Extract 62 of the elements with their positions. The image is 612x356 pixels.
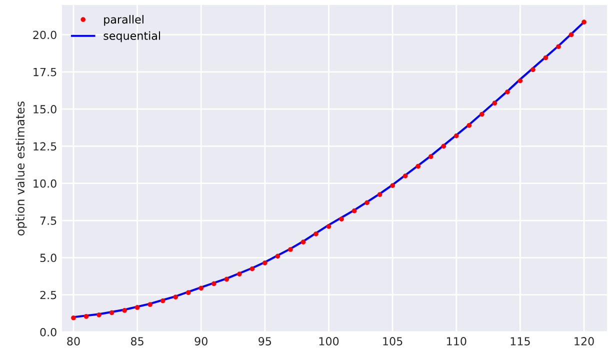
x-tick-label: 105 <box>383 337 402 346</box>
point <box>224 276 230 282</box>
point <box>326 224 332 229</box>
point <box>518 78 523 84</box>
point <box>211 281 216 286</box>
legend-label: parallel <box>104 15 144 26</box>
x-tick-label: 110 <box>447 337 466 346</box>
y-tick-label: 17.5 <box>34 68 56 76</box>
point <box>479 112 484 117</box>
point <box>568 32 574 38</box>
y-tick-label: 5.0 <box>40 254 56 262</box>
point <box>416 164 421 169</box>
point <box>364 200 370 206</box>
y-tick-label: 10.0 <box>34 179 56 188</box>
x-tick-label: 115 <box>510 337 530 346</box>
point <box>96 312 102 318</box>
point <box>454 133 459 138</box>
point <box>441 144 446 149</box>
point <box>428 154 434 160</box>
point <box>84 314 89 319</box>
point <box>300 240 306 245</box>
point <box>173 294 178 300</box>
x-tick-label: 90 <box>194 337 208 346</box>
x-tick-label: 80 <box>67 337 80 346</box>
point <box>390 183 396 188</box>
point <box>122 308 127 313</box>
legend-label: sequential <box>104 31 160 42</box>
point <box>352 208 357 214</box>
y-tick-label: 15.0 <box>34 105 56 114</box>
point <box>466 122 472 128</box>
point <box>530 67 536 72</box>
point <box>71 315 76 320</box>
point <box>492 100 498 106</box>
point <box>148 302 152 307</box>
point <box>556 44 561 50</box>
y-tick-label: 0.0 <box>40 328 56 336</box>
x-tick-label: 120 <box>574 337 594 346</box>
point <box>339 216 344 222</box>
point <box>186 290 191 296</box>
point <box>236 272 242 276</box>
point <box>134 305 140 310</box>
y-tick-label: 12.5 <box>34 142 56 151</box>
point <box>275 254 280 259</box>
point <box>160 298 166 304</box>
point <box>582 20 586 25</box>
x-tick-label: 85 <box>130 337 144 346</box>
point <box>377 192 382 197</box>
point <box>262 260 268 266</box>
y-axis-title: option value estimates <box>15 101 27 236</box>
point <box>543 55 548 60</box>
y-tick-label: 20.0 <box>33 30 56 40</box>
point <box>505 90 510 94</box>
point <box>402 174 408 178</box>
x-tick-label: 95 <box>258 337 272 346</box>
x-tick-label: 100 <box>319 337 339 346</box>
point <box>250 266 255 272</box>
y-tick-label: 7.5 <box>40 216 56 225</box>
point <box>198 286 204 291</box>
point <box>314 231 318 236</box>
y-tick-label: 2.5 <box>40 290 56 300</box>
point <box>288 247 293 252</box>
point <box>109 310 114 316</box>
